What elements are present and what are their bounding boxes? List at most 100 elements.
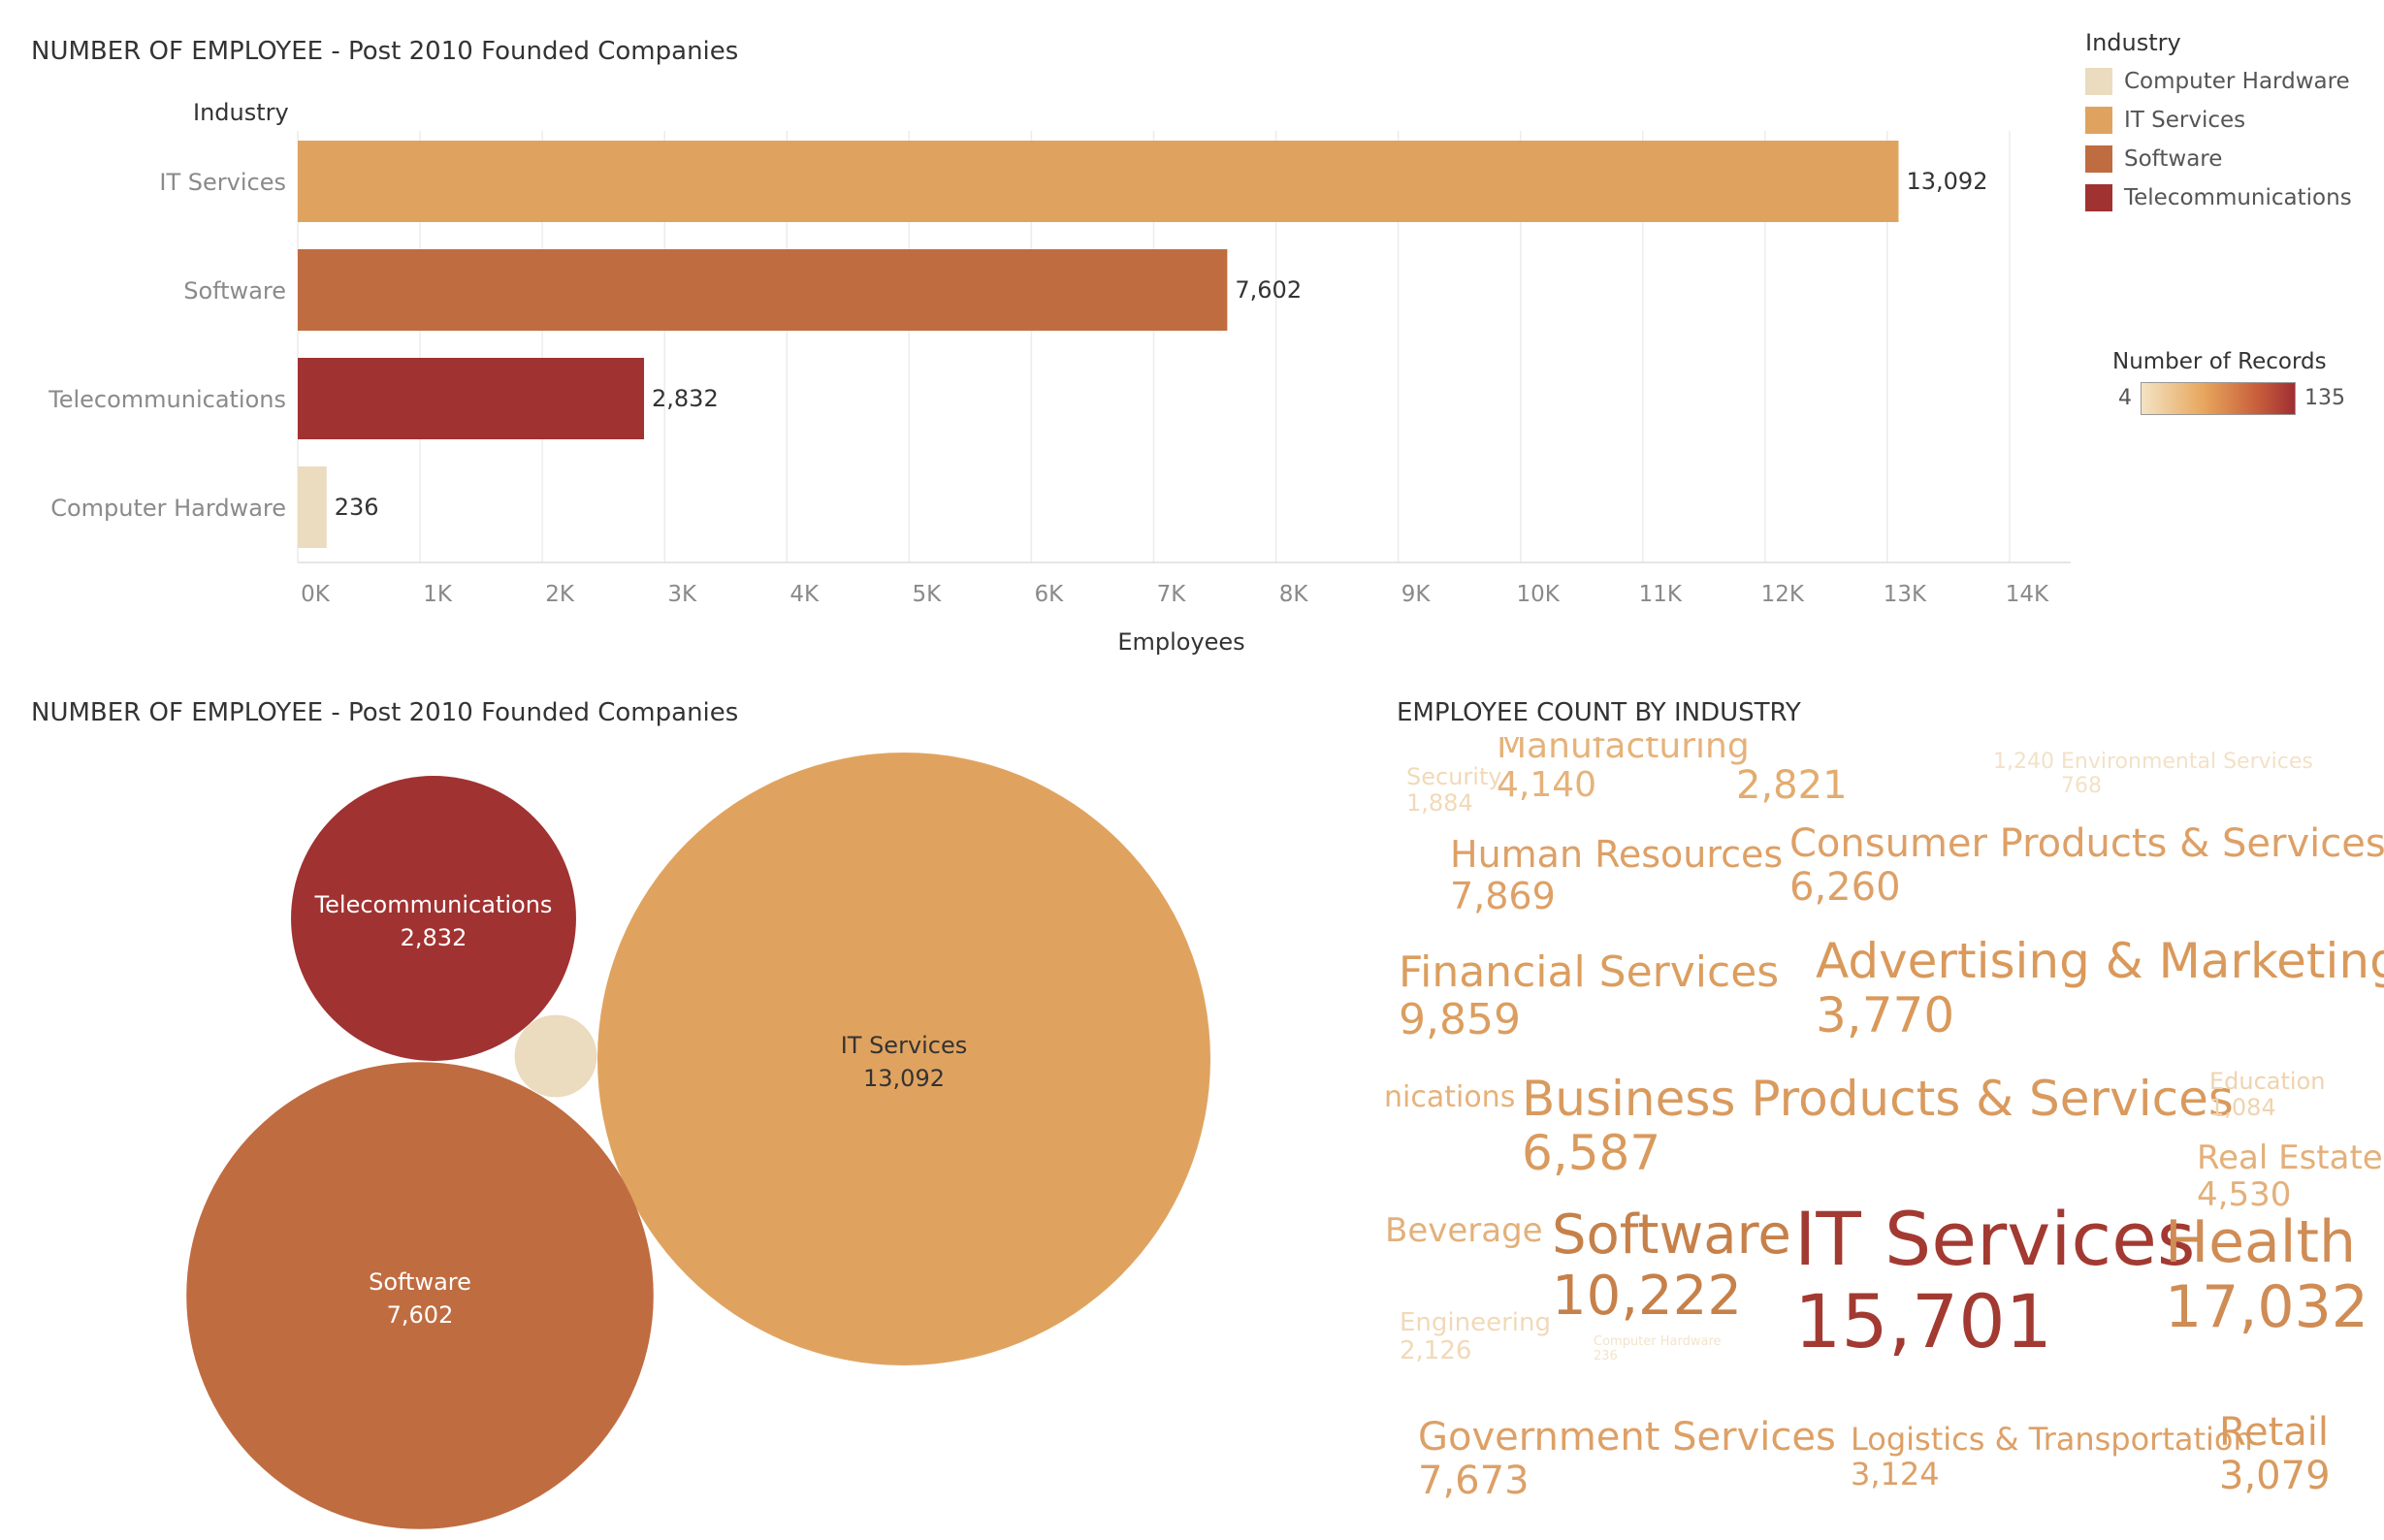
bar-x-tick-label: 0K — [301, 582, 331, 607]
records-legend: Number of Records 4 135 — [2105, 349, 2376, 419]
bar-value-label: 7,602 — [1235, 276, 1302, 304]
bar-category-label: Computer Hardware — [50, 495, 286, 522]
bar-x-tick-label: 4K — [789, 582, 820, 607]
bar-chart: Industry IT Services 13,092 Software 7,602 T… — [48, 99, 2071, 656]
legend-item[interactable]: Telecommunications — [2085, 178, 2376, 217]
bar-value-label: 2,832 — [652, 385, 719, 412]
word-cloud-item[interactable]: 2,821 — [1736, 764, 1848, 808]
word-cloud-value: 768 — [2061, 773, 2102, 798]
word-cloud-label: Computer Hardware — [1594, 1334, 1722, 1349]
bar-category-label: IT Services — [159, 169, 286, 196]
word-cloud-item[interactable]: IT Services 15,701 — [1794, 1198, 2195, 1363]
legend-label: Computer Hardware — [2124, 69, 2350, 94]
word-cloud-item[interactable]: Logistics & Transportation 3,124 — [1851, 1422, 2253, 1492]
legend-swatch — [2085, 107, 2112, 134]
bar-category-label: Software — [183, 277, 286, 305]
word-cloud-item[interactable]: Government Services 7,673 — [1418, 1416, 1836, 1503]
word-cloud-value: 10,222 — [1552, 1264, 1742, 1328]
word-cloud-item[interactable]: Real Estate 4,530 — [2197, 1139, 2383, 1213]
legend-swatch — [2085, 145, 2112, 173]
bubble-value: 13,092 — [863, 1065, 945, 1092]
word-cloud-item[interactable]: Consumer Products & Services 6,260 — [1789, 822, 2384, 910]
word-cloud-item[interactable]: Software 10,222 — [1552, 1203, 1791, 1328]
bar-x-tick-label: 10K — [1517, 582, 1561, 607]
word-cloud-label: IT Services — [1794, 1196, 2196, 1282]
records-legend-max: 135 — [2304, 386, 2345, 410]
word-cloud-label: Manufacturing — [1497, 737, 1750, 766]
word-cloud-value: 4,140 — [1497, 765, 1597, 806]
word-cloud-label: Retail — [2219, 1410, 2330, 1455]
word-cloud-value: 1,240 — [1993, 750, 2054, 774]
word-cloud-value: 1,884 — [1406, 788, 1473, 817]
bar-computer-hardware[interactable] — [298, 466, 327, 548]
word-cloud-item[interactable]: Environmental Services 768 — [2061, 750, 2313, 798]
legend-swatch — [2085, 68, 2112, 95]
bubble-chart-title: NUMBER OF EMPLOYEE - Post 2010 Founded C… — [31, 698, 739, 727]
word-cloud-label: Engineering — [1400, 1308, 1551, 1337]
bubble-label: Software — [369, 1268, 471, 1296]
word-cloud-item[interactable]: Engineering 2,126 — [1400, 1308, 1551, 1365]
legend-item[interactable]: Software — [2085, 140, 2376, 178]
bubble-it-services[interactable] — [597, 753, 1210, 1365]
legend-label: Software — [2124, 146, 2223, 172]
bar-x-tick-label: 9K — [1401, 582, 1432, 607]
bubble-value: 2,832 — [401, 924, 467, 951]
legend-swatch — [2085, 184, 2112, 211]
word-cloud-value: 7,673 — [1418, 1458, 1530, 1503]
word-cloud-item[interactable]: Financial Services 9,859 — [1399, 948, 1779, 1044]
word-cloud-value: 3,770 — [1816, 987, 1955, 1043]
word-cloud-title: EMPLOYEE COUNT BY INDUSTRY — [1397, 698, 1801, 727]
word-cloud-label: Environmental Services — [2061, 750, 2313, 774]
bubble-computer-hardware[interactable] — [514, 1014, 597, 1098]
word-cloud-label: Advertising & Marketing — [1816, 933, 2384, 989]
word-cloud-label: Financial Services — [1399, 947, 1780, 997]
word-cloud-item[interactable]: Retail 3,079 — [2219, 1411, 2331, 1498]
word-cloud-label: Education — [2209, 1068, 2326, 1095]
bar-x-tick-label: 14K — [2006, 582, 2049, 607]
bar-it-services[interactable] — [298, 141, 1899, 222]
word-cloud-label: Security — [1406, 763, 1502, 790]
bar-chart-title: NUMBER OF EMPLOYEE - Post 2010 Founded C… — [31, 37, 739, 66]
word-cloud-value: 236 — [1594, 1348, 1618, 1364]
bar-y-axis-title: Industry — [193, 99, 289, 126]
word-cloud-value: 1,084 — [2209, 1093, 2276, 1121]
word-cloud-item[interactable]: Advertising & Marketing 3,770 — [1816, 934, 2384, 1043]
bar-x-tick-label: 7K — [1157, 582, 1187, 607]
bubble-software[interactable] — [186, 1062, 654, 1529]
word-cloud-item[interactable]: Business Products & Services 6,587 — [1522, 1072, 2234, 1180]
word-cloud-item[interactable]: Education 1,084 — [2209, 1069, 2325, 1121]
bar-software[interactable] — [298, 249, 1228, 331]
bar-value-label: 236 — [335, 494, 379, 521]
word-cloud-value: 7,869 — [1450, 874, 1556, 917]
word-cloud-item[interactable]: 1,240 — [1993, 750, 2054, 775]
word-cloud-item[interactable]: Manufacturing 4,140 — [1497, 737, 1750, 806]
bar-telecommunications[interactable] — [298, 358, 645, 439]
word-cloud-label: Software — [1552, 1203, 1791, 1267]
legend-title: Industry — [2085, 29, 2181, 56]
legend-item[interactable]: Computer Hardware — [2085, 62, 2376, 101]
bar-value-label: 13,092 — [1906, 168, 1987, 195]
word-cloud-label: Human Resources — [1450, 833, 1784, 876]
bubble-telecommunications[interactable] — [291, 776, 576, 1061]
word-cloud-item[interactable]: Security 1,884 — [1406, 764, 1502, 817]
legend-item[interactable]: IT Services — [2085, 101, 2376, 140]
word-cloud-item[interactable]: Computer Hardware 236 — [1594, 1334, 1722, 1364]
word-cloud-value: 6,260 — [1789, 864, 1901, 910]
word-cloud-item[interactable]: Health 17,032 — [2165, 1209, 2368, 1340]
bubble-value: 7,602 — [387, 1301, 454, 1329]
bubble-label: Telecommunications — [314, 891, 553, 918]
word-cloud-label: Consumer Products & Services — [1789, 821, 2384, 866]
bar-x-tick-label: 1K — [423, 582, 453, 607]
word-cloud-value: 9,859 — [1399, 995, 1521, 1045]
word-cloud-item[interactable]: Human Resources 7,869 — [1450, 834, 1783, 916]
bar-x-tick-label: 6K — [1035, 582, 1065, 607]
word-cloud-item[interactable]: Beverage — [1385, 1212, 1543, 1249]
bar-x-tick-label: 13K — [1884, 582, 1927, 607]
records-legend-title: Number of Records — [2112, 349, 2327, 374]
word-cloud-item[interactable]: nications — [1384, 1081, 1515, 1114]
word-cloud-label: nications — [1384, 1080, 1516, 1114]
word-cloud-label: Business Products & Services — [1522, 1071, 2234, 1127]
records-color-ramp — [2141, 382, 2296, 415]
word-cloud-value: 3,079 — [2219, 1453, 2331, 1498]
bar-category-label: Telecommunications — [48, 386, 286, 413]
